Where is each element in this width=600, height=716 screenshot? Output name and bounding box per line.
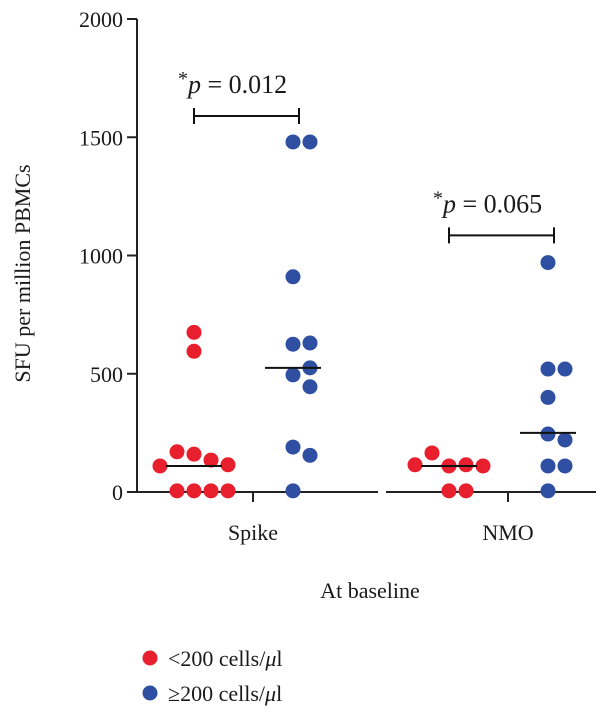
data-point-high-spike <box>302 134 318 150</box>
x-axis-label: At baseline <box>320 578 420 603</box>
p-letter: p <box>441 189 456 218</box>
data-point-low-nmo <box>407 457 423 473</box>
y-axis: 0 500 1000 1500 2000 SFU per million PBMCs <box>10 7 138 505</box>
data-point-low-nmo <box>441 483 457 499</box>
legend-marker <box>142 685 158 701</box>
data-point-low-nmo <box>475 458 491 474</box>
data-point-high-spike <box>302 335 318 351</box>
data-point-high-spike <box>285 439 301 455</box>
data-point-high-nmo <box>540 255 556 271</box>
legend: <200 cells/μl≥200 cells/μl <box>142 646 283 706</box>
data-point-high-nmo <box>557 458 573 474</box>
legend-marker <box>142 650 158 666</box>
p-letter: p <box>186 70 201 99</box>
data-point-low-spike <box>220 483 236 499</box>
y-tick-label: 1000 <box>79 244 123 269</box>
star: * <box>433 187 443 209</box>
data-point-low-spike <box>186 343 202 359</box>
significance-spike: *p = 0.012 <box>178 68 300 124</box>
data-point-low-spike <box>169 483 185 499</box>
data-point-low-nmo <box>458 457 474 473</box>
p-value: = 0.012 <box>201 70 287 99</box>
data-point-high-nmo <box>557 361 573 377</box>
data-point-low-spike <box>152 458 168 474</box>
legend-mu: μ <box>264 646 276 671</box>
data-point-high-spike <box>285 367 301 383</box>
p-value: = 0.065 <box>456 189 542 218</box>
significance-nmo: *p = 0.065 <box>433 187 555 244</box>
data-point-high-nmo <box>540 458 556 474</box>
x-axis: Spike NMO At baseline <box>137 491 596 603</box>
legend-label: ≥200 cells/μl <box>168 681 282 706</box>
data-point-high-nmo <box>540 361 556 377</box>
data-point-high-nmo <box>540 426 556 442</box>
significance-bracket <box>448 227 555 244</box>
data-point-high-nmo <box>540 483 556 499</box>
legend-mu: μ <box>264 681 276 706</box>
legend-unit: l <box>276 681 282 706</box>
x-tick-label: Spike <box>228 520 278 545</box>
data-point-low-nmo <box>424 445 440 461</box>
y-axis-label: SFU per million PBMCs <box>10 164 35 382</box>
data-points <box>152 134 573 499</box>
y-tick-label: 1500 <box>79 125 123 150</box>
legend-item-low: <200 cells/μl <box>142 646 283 671</box>
legend-item-high: ≥200 cells/μl <box>142 681 282 706</box>
legend-label: <200 cells/μl <box>168 646 283 671</box>
y-tick-label: 500 <box>90 362 123 387</box>
significance-annotations: *p = 0.012*p = 0.065 <box>178 68 555 244</box>
legend-unit: l <box>276 646 282 671</box>
data-point-low-spike <box>203 483 219 499</box>
data-point-low-spike <box>203 452 219 468</box>
data-point-high-spike <box>302 379 318 395</box>
data-point-low-spike <box>169 444 185 460</box>
data-point-low-spike <box>220 457 236 473</box>
y-tick-label: 2000 <box>79 7 123 32</box>
data-point-high-spike <box>285 483 301 499</box>
data-point-high-spike <box>285 336 301 352</box>
data-point-low-nmo <box>458 483 474 499</box>
significance-bracket <box>193 107 300 124</box>
data-point-high-spike <box>285 269 301 285</box>
p-value-label: *p = 0.012 <box>178 68 287 99</box>
data-point-low-spike <box>186 483 202 499</box>
data-point-low-spike <box>186 446 202 462</box>
legend-label-text: <200 cells/ <box>168 646 266 671</box>
x-tick-label: NMO <box>482 520 533 545</box>
median-lines <box>166 366 576 467</box>
data-point-high-nmo <box>540 389 556 405</box>
y-tick-label: 0 <box>112 480 123 505</box>
p-value-label: *p = 0.065 <box>433 187 542 218</box>
star: * <box>178 68 188 90</box>
data-point-high-nmo <box>557 432 573 448</box>
data-point-high-spike <box>285 134 301 150</box>
data-point-low-spike <box>186 324 202 340</box>
legend-label-text: ≥200 cells/ <box>168 681 266 706</box>
data-point-high-spike <box>302 447 318 463</box>
